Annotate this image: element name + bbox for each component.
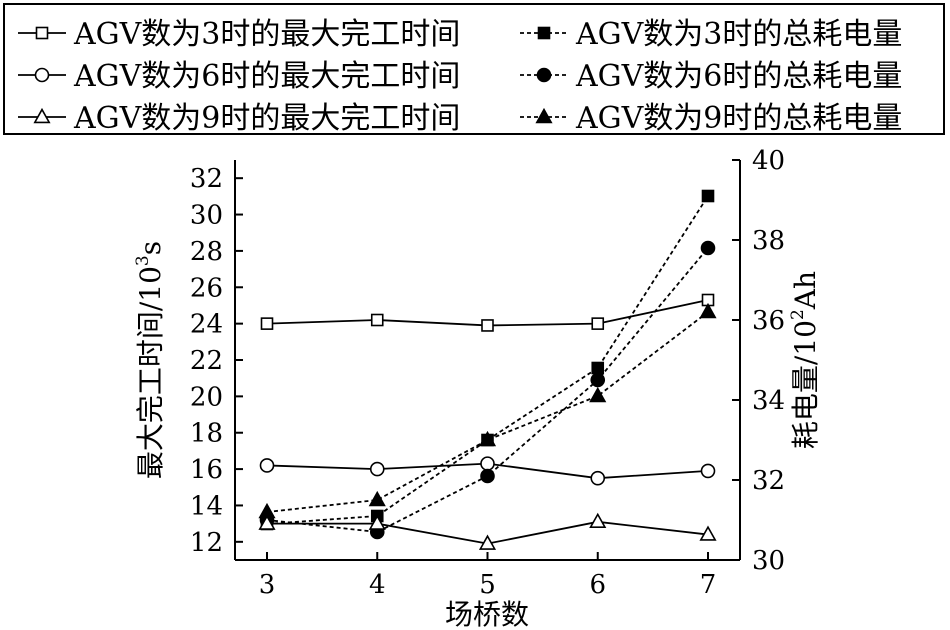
legend: AGV数为3时的最大完工时间 AGV数为3时的总耗电量 AGV数为6时的最大完工时间… xyxy=(3,3,945,136)
legend-label: AGV数为3时的总耗电量 xyxy=(575,17,902,52)
series-6-point xyxy=(258,502,276,519)
series-3-point xyxy=(590,470,606,486)
right-y-tick-label: 40 xyxy=(752,146,785,176)
right-y-tick-label: 32 xyxy=(752,466,785,496)
x-tick-label: 7 xyxy=(700,570,717,600)
series-1-point xyxy=(370,313,384,327)
legend-box xyxy=(3,3,945,135)
x-tick-label: 6 xyxy=(589,570,606,600)
legend-label: AGV数为6时的最大完工时间 xyxy=(73,59,460,94)
legend-item-4: AGV数为6时的总耗电量 xyxy=(520,59,902,94)
x-axis-title: 场桥数 xyxy=(445,598,529,630)
series-3-point xyxy=(369,461,385,477)
series-line-2 xyxy=(266,195,709,525)
series-1-point xyxy=(591,317,605,330)
left-y-tick-label: 20 xyxy=(190,382,223,412)
left-y-tick-label: 16 xyxy=(190,455,223,485)
left-axis-title: 最大完工时间/103s xyxy=(133,241,167,479)
series-5-point xyxy=(699,525,717,541)
right-y-tick-label: 30 xyxy=(752,546,785,576)
series-6-point xyxy=(589,386,607,403)
legend-item-1: AGV数为3时的最大完工时间 xyxy=(18,17,460,52)
legend-label: AGV数为3时的最大完工时间 xyxy=(73,17,460,52)
series-6-point xyxy=(368,490,386,507)
series-5-point xyxy=(589,512,607,529)
left-y-tick-label: 12 xyxy=(190,528,223,558)
series-1-point xyxy=(260,317,274,330)
series-5-point xyxy=(478,534,497,550)
series-6-point xyxy=(478,430,497,447)
legend-item-6: AGV数为9时的总耗电量 xyxy=(520,101,902,136)
legend-label: AGV数为9时的总耗电量 xyxy=(575,101,902,136)
x-tick-label: 4 xyxy=(369,570,386,600)
left-y-tick-label: 22 xyxy=(190,346,223,376)
series-3-point xyxy=(480,456,495,471)
series-5-point xyxy=(258,514,276,530)
series-2-point xyxy=(591,361,605,375)
series-1-point xyxy=(481,319,494,332)
right-axis-title: 耗电量/102Ah xyxy=(788,271,822,449)
legend-item-3: AGV数为6时的最大完工时间 xyxy=(18,59,460,94)
left-y-tick-label: 14 xyxy=(190,491,223,521)
series-6-point xyxy=(699,302,717,319)
legend-marker xyxy=(535,107,553,124)
x-tick-label: 5 xyxy=(479,570,496,600)
series-line-4 xyxy=(266,247,709,533)
series-4-point xyxy=(590,372,606,388)
left-y-tick-label: 18 xyxy=(190,419,223,449)
left-y-tick-label: 24 xyxy=(190,310,223,340)
legend-label: AGV数为6时的总耗电量 xyxy=(575,59,902,94)
x-tick-label: 3 xyxy=(259,570,276,600)
right-y-tick-label: 34 xyxy=(752,386,785,416)
legend-marker xyxy=(34,67,50,83)
series-5-point xyxy=(368,514,386,530)
legend-marker xyxy=(35,26,49,40)
left-y-tick-label: 32 xyxy=(190,164,223,194)
left-y-tick-label: 26 xyxy=(190,273,223,303)
legend-item-5: AGV数为9时的最大完工时间 xyxy=(18,101,460,136)
series-line-6 xyxy=(266,311,709,513)
left-y-tick-label: 28 xyxy=(190,237,223,267)
series-4-point xyxy=(480,468,495,484)
series-4-point xyxy=(700,240,716,256)
legend-marker xyxy=(33,107,51,124)
legend-item-2: AGV数为3时的总耗电量 xyxy=(520,17,902,52)
series-2-point xyxy=(701,189,715,203)
right-y-tick-label: 38 xyxy=(752,226,785,256)
left-y-tick-label: 30 xyxy=(190,201,223,231)
legend-marker xyxy=(536,67,552,83)
legend-label: AGV数为9时的最大完工时间 xyxy=(73,101,460,136)
legend-marker xyxy=(537,26,551,40)
series-3-point xyxy=(700,463,716,479)
right-y-tick-label: 36 xyxy=(752,306,785,336)
series-3-point xyxy=(259,458,275,473)
